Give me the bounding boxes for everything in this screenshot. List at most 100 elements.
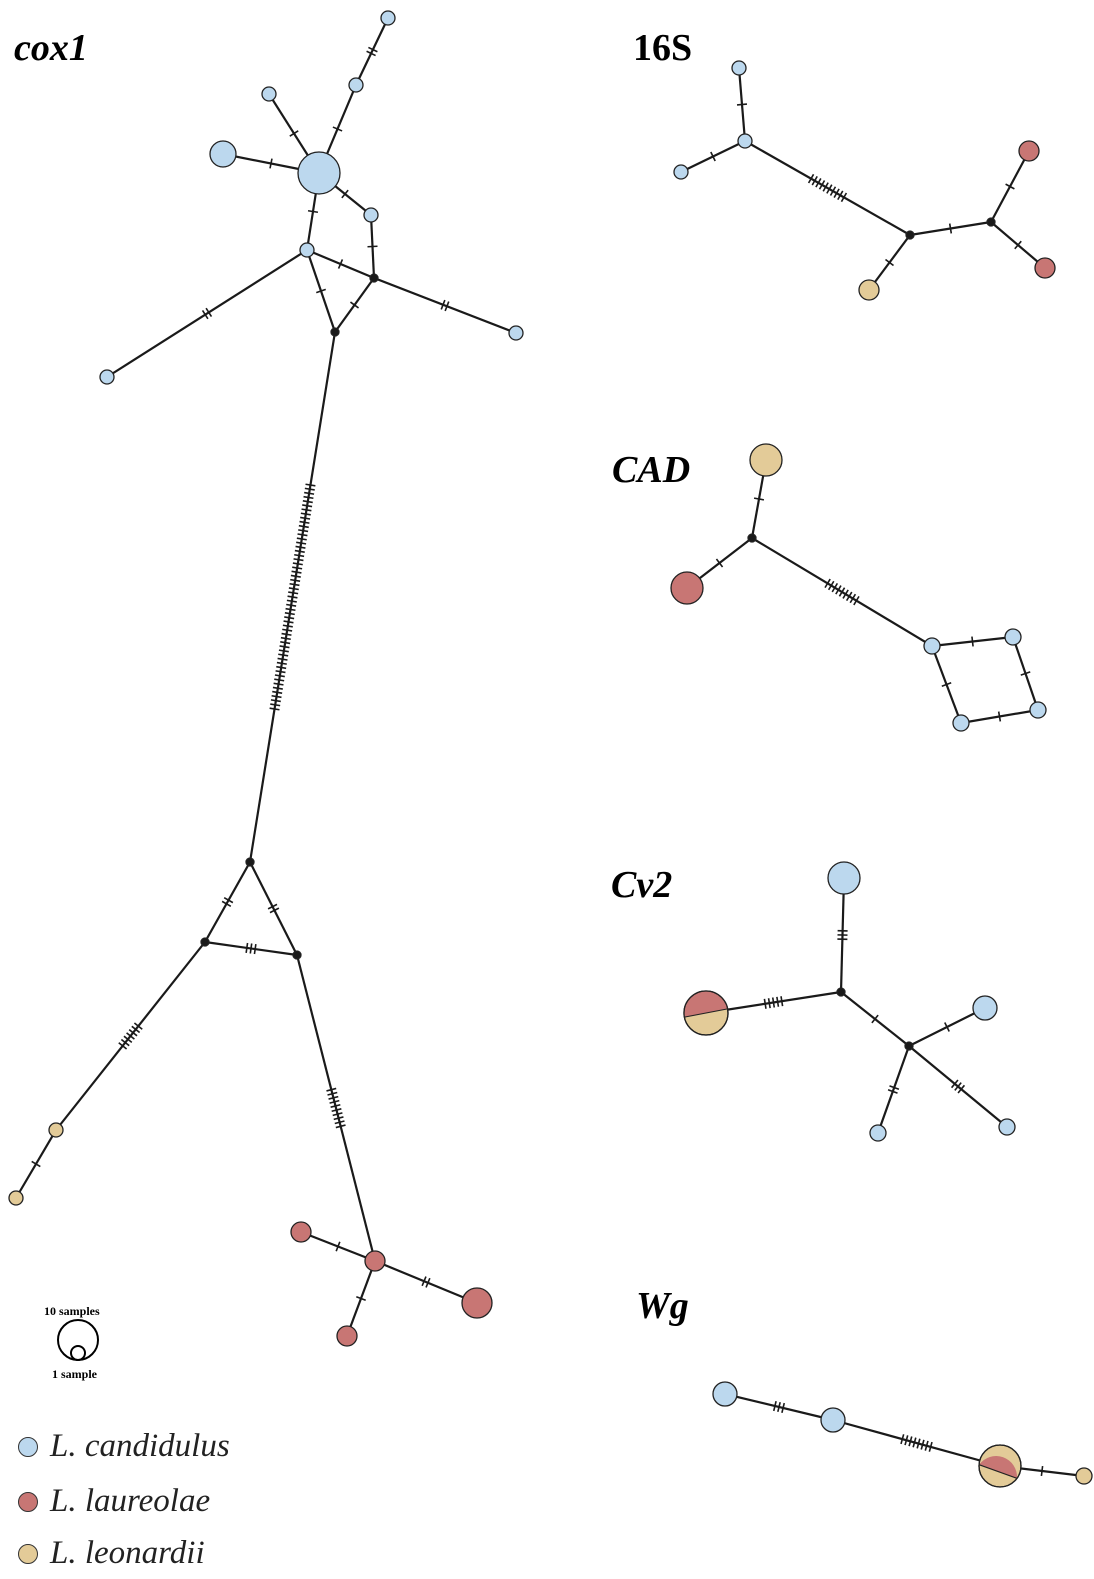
haplotype-node [461,1287,493,1319]
median-vector-node [836,987,846,997]
mutation-tick [279,645,290,649]
mutation-tick [849,593,857,604]
mutation-tick [276,665,287,670]
mutation-tick [223,897,234,904]
mutation-tick [276,661,287,665]
mutation-tick [912,1437,917,1448]
mutation-tick [1005,183,1015,190]
mutation-tick [827,580,835,591]
network-edge [295,954,377,1262]
mutation-tick [31,1160,41,1168]
mutation-tick [289,582,300,587]
mutation-tick [128,1028,138,1037]
mutation-tick [269,707,280,711]
mutation-tick [853,595,860,606]
network-edge [876,1045,911,1134]
legend-swatch-candidulus [18,1436,38,1457]
haplotype-node [1018,140,1040,162]
mutation-tick [1020,671,1031,676]
mutation-tick [948,223,953,234]
haplotype-node [209,140,237,168]
mutation-tick [205,307,213,318]
mutation-tick [120,1038,130,1047]
mutation-tick [840,192,848,203]
haplotype-node [299,242,315,258]
haplotype-node [998,1118,1016,1136]
mutation-tick [282,628,293,632]
mutation-tick [356,1296,366,1301]
mutation-tick [300,512,311,516]
mutation-tick [283,620,294,624]
median-vector-node [245,857,255,867]
mutation-tick [753,497,765,501]
haplotype-node-mixed [683,990,729,1036]
mutation-tick [290,574,301,578]
mutation-tick [941,681,952,688]
mutation-tick [1040,1465,1044,1477]
mutation-tick [295,545,306,549]
mutation-tick [838,587,846,597]
mutation-tick [837,190,844,201]
haplotype-node [670,571,704,605]
mutation-tick [292,566,303,570]
mutation-tick [771,997,776,1008]
mutation-tick [333,1116,344,1121]
mutation-tick [366,50,376,57]
mutation-tick [763,998,767,1009]
mutation-tick [123,1035,133,1044]
median-vector-node [905,230,915,240]
mutation-tick [332,126,343,132]
mutation-tick [330,1103,341,1108]
mutation-tick [829,186,837,196]
haplotype-node [48,1122,64,1138]
haplotype-node [749,443,783,477]
mutation-tick [269,907,280,914]
mutation-tick [118,1042,128,1050]
mutation-tick [772,1400,777,1412]
mutation-tick [997,711,1002,722]
network-edge [106,249,308,378]
mutation-tick [326,1087,337,1092]
mutation-tick [780,996,784,1007]
mutation-tick [126,1032,135,1040]
network-nodes [8,10,1093,1488]
mutation-tick [269,158,273,169]
mutation-tick [298,529,309,533]
mutation-tick [302,504,313,508]
panel-title-cox1: cox1 [14,27,88,69]
mutation-tick [273,682,284,686]
scale-label-small: 1 sample [52,1367,97,1381]
mutation-tick [767,998,771,1009]
scale-circle-large [57,1319,99,1361]
mutation-tick [781,1402,786,1414]
mutation-tick [274,674,285,678]
mutation-tick [253,944,257,955]
mutation-tick [815,178,822,188]
haplotype-node [869,1124,887,1142]
mutation-tick [280,636,291,641]
haplotype-node [737,133,753,149]
mutation-tick [824,578,831,589]
mutation-tick [292,562,303,566]
haplotype-node [297,151,341,195]
mutation-tick [818,180,826,190]
mutation-tick [444,301,450,312]
mutation-tick [777,1401,781,1413]
mutation-tick [885,258,894,267]
mutation-tick [889,1085,900,1090]
mutation-tick [298,524,309,529]
mutation-tick [221,900,232,907]
haplotype-node [8,1190,24,1206]
mutation-tick [305,483,316,487]
mutation-tick [270,703,281,707]
legend-item-laureolae: L. laureolae [18,1483,210,1520]
mutation-tick [957,1084,966,1094]
mutation-tick [811,175,818,186]
mutation-tick [329,1099,340,1104]
mutation-tick [303,495,314,500]
median-vector-node [747,533,757,543]
mutation-tick [245,942,249,953]
mutation-tick [332,1112,343,1117]
haplotype-node [1075,1467,1093,1485]
mutation-tick [280,641,291,645]
